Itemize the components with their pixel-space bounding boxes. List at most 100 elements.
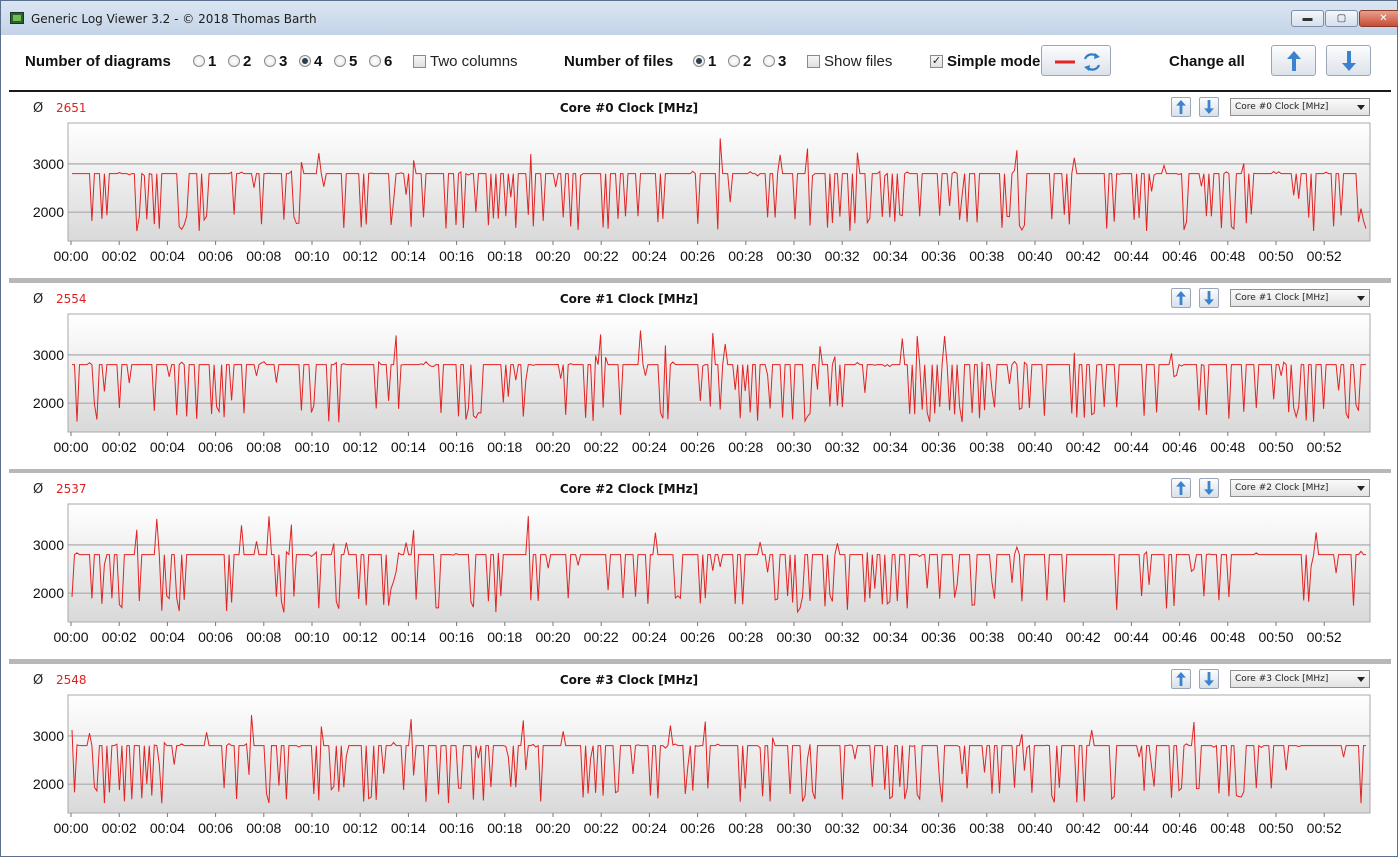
clock-series-line — [71, 715, 1366, 804]
x-tick-label: 00:22 — [584, 439, 619, 455]
x-tick-label: 00:16 — [439, 248, 474, 264]
x-tick-label: 00:26 — [680, 629, 715, 645]
diagram-radio-5[interactable] — [334, 55, 346, 67]
average-symbol: Ø — [33, 673, 44, 688]
diagram-radio-label-3: 3 — [279, 53, 288, 70]
move-down-button[interactable] — [1199, 669, 1219, 689]
arrow-down-icon — [1204, 672, 1214, 686]
x-tick-label: 00:18 — [487, 439, 522, 455]
minimize-button[interactable]: ▬ — [1291, 10, 1324, 27]
x-tick-label: 00:16 — [439, 820, 474, 836]
series-select-value: Core #1 Clock [MHz] — [1235, 293, 1329, 303]
clock-chart: 3000 2000 00:00 00:02 00:04 00:06 00:08 00:10 00… — [33, 122, 1371, 264]
x-tick-label: 00:46 — [1162, 820, 1197, 836]
two-columns-label: Two columns — [430, 53, 518, 70]
series-select-value: Core #2 Clock [MHz] — [1235, 483, 1329, 493]
move-down-all-button[interactable] — [1326, 45, 1371, 76]
x-tick-label: 00:40 — [1017, 820, 1052, 836]
x-tick-label: 00:50 — [1258, 629, 1293, 645]
x-tick-label: 00:24 — [632, 439, 667, 455]
y-tick-label: 3000 — [33, 156, 64, 172]
title-bar[interactable]: Generic Log Viewer 3.2 - © 2018 Thomas B… — [1, 1, 1398, 35]
move-down-button[interactable] — [1199, 97, 1219, 117]
x-tick-label: 00:42 — [1066, 439, 1101, 455]
panel-separator[interactable] — [9, 659, 1391, 664]
chevron-down-icon — [1357, 486, 1365, 491]
simple-mode-checkbox[interactable]: ✓ — [930, 55, 943, 68]
close-button[interactable]: ✕ — [1359, 10, 1398, 27]
clock-chart: 3000 2000 00:00 00:02 00:04 00:06 00:08 00:10 00… — [33, 313, 1371, 455]
x-tick-label: 00:48 — [1210, 248, 1245, 264]
file-radio-3[interactable] — [763, 55, 775, 67]
x-tick-label: 00:30 — [776, 629, 811, 645]
x-tick-label: 00:24 — [632, 820, 667, 836]
x-tick-label: 00:46 — [1162, 248, 1197, 264]
x-tick-label: 00:04 — [150, 439, 185, 455]
series-select[interactable]: Core #2 Clock [MHz] — [1230, 479, 1370, 497]
move-up-button[interactable] — [1171, 97, 1191, 117]
diagram-radio-3[interactable] — [264, 55, 276, 67]
x-tick-label: 00:46 — [1162, 439, 1197, 455]
y-tick-label: 2000 — [33, 776, 64, 792]
two-columns-checkbox[interactable] — [413, 55, 426, 68]
x-tick-label: 00:14 — [391, 629, 426, 645]
x-tick-label: 00:14 — [391, 439, 426, 455]
series-select[interactable]: Core #0 Clock [MHz] — [1230, 98, 1370, 116]
x-tick-label: 00:04 — [150, 629, 185, 645]
diagram-radio-1[interactable] — [193, 55, 205, 67]
move-up-button[interactable] — [1171, 288, 1191, 308]
y-tick-label: 3000 — [33, 537, 64, 553]
diagram-radio-4[interactable] — [299, 55, 311, 67]
arrow-up-icon — [1176, 291, 1186, 305]
panel-separator[interactable] — [9, 469, 1391, 474]
diagram-radio-2[interactable] — [228, 55, 240, 67]
show-files-label: Show files — [824, 53, 893, 70]
color-refresh-button[interactable] — [1041, 45, 1111, 76]
move-up-button[interactable] — [1171, 478, 1191, 498]
clock-chart: 3000 2000 00:00 00:02 00:04 00:06 00:08 00:10 00… — [33, 694, 1371, 836]
x-tick-label: 00:08 — [246, 629, 281, 645]
file-radio-1[interactable] — [693, 55, 705, 67]
average-value: 2548 — [56, 673, 87, 687]
y-tick-label: 2000 — [33, 395, 64, 411]
move-up-all-button[interactable] — [1271, 45, 1316, 76]
x-tick-label: 00:28 — [728, 820, 763, 836]
series-select[interactable]: Core #3 Clock [MHz] — [1230, 670, 1370, 688]
x-tick-label: 00:36 — [921, 439, 956, 455]
x-tick-label: 00:00 — [53, 820, 88, 836]
panel-separator[interactable] — [9, 278, 1391, 283]
x-tick-label: 00:10 — [294, 629, 329, 645]
x-tick-label: 00:22 — [584, 820, 619, 836]
series-select[interactable]: Core #1 Clock [MHz] — [1230, 289, 1370, 307]
x-tick-label: 00:46 — [1162, 629, 1197, 645]
arrow-up-icon — [1286, 50, 1301, 71]
diagram-radio-6[interactable] — [369, 55, 381, 67]
maximize-button[interactable]: ▢ — [1325, 10, 1358, 27]
x-tick-label: 00:32 — [825, 820, 860, 836]
x-tick-label: 00:48 — [1210, 629, 1245, 645]
x-tick-label: 00:40 — [1017, 629, 1052, 645]
chevron-down-icon — [1357, 105, 1365, 110]
move-down-button[interactable] — [1199, 288, 1219, 308]
diagram-title: Core #0 Clock [MHz] — [559, 101, 699, 115]
x-tick-label: 00:12 — [343, 629, 378, 645]
clock-series-line — [71, 516, 1366, 614]
arrow-down-icon — [1204, 481, 1214, 495]
checkmark-icon: ✓ — [931, 55, 942, 67]
move-down-button[interactable] — [1199, 478, 1219, 498]
x-tick-label: 00:36 — [921, 248, 956, 264]
x-tick-label: 00:18 — [487, 248, 522, 264]
x-tick-label: 00:10 — [294, 248, 329, 264]
chevron-down-icon — [1357, 296, 1365, 301]
x-tick-label: 00:28 — [728, 439, 763, 455]
x-tick-label: 00:00 — [53, 248, 88, 264]
x-tick-label: 00:28 — [728, 629, 763, 645]
show-files-checkbox[interactable] — [807, 55, 820, 68]
move-up-button[interactable] — [1171, 669, 1191, 689]
x-tick-label: 00:16 — [439, 439, 474, 455]
diagrams-label: Number of diagrams — [25, 53, 171, 70]
file-radio-2[interactable] — [728, 55, 740, 67]
x-tick-label: 00:28 — [728, 248, 763, 264]
x-tick-label: 00:08 — [246, 820, 281, 836]
